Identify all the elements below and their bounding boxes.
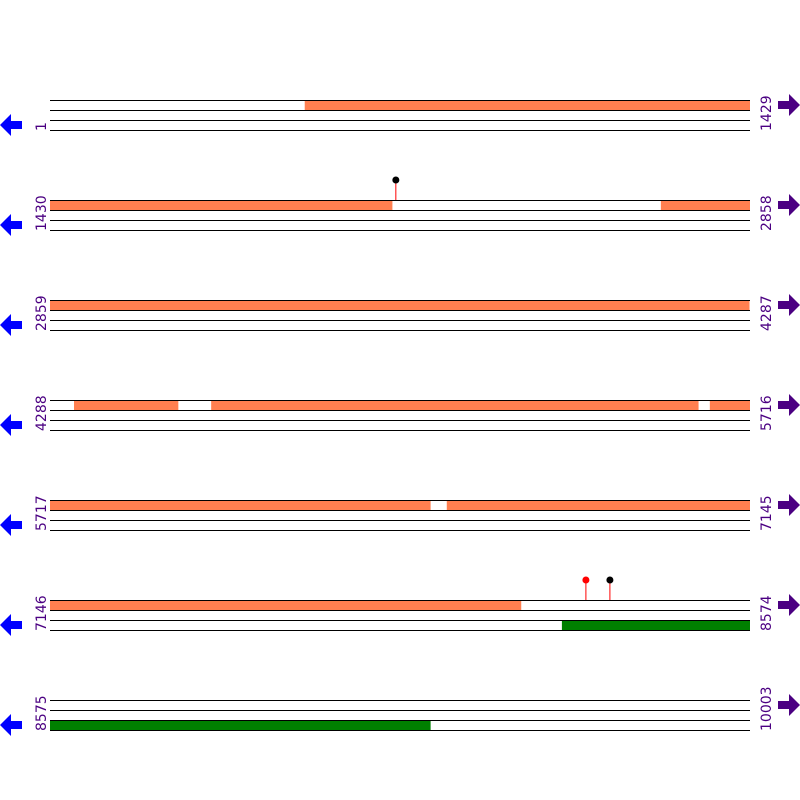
left-arrow-icon <box>0 214 22 236</box>
row-end-label: 10003 <box>759 686 775 731</box>
left-arrow-icon <box>0 614 22 636</box>
top-feature-bar <box>50 500 431 510</box>
top-feature-bar <box>50 300 750 310</box>
right-arrow-icon <box>778 494 800 516</box>
top-feature-bar <box>50 600 522 610</box>
top-feature-bar <box>211 400 699 410</box>
map-row: 7146 8574 <box>0 576 800 636</box>
marker-black-icon <box>606 576 614 584</box>
row-start-label: 2859 <box>34 295 50 331</box>
top-feature-bar <box>304 100 750 110</box>
row-start-label: 8575 <box>34 695 50 731</box>
right-arrow-icon <box>778 694 800 716</box>
row-end-label: 2858 <box>759 195 775 231</box>
map-row: 1 1429 <box>0 94 800 136</box>
top-feature-bar <box>709 400 750 410</box>
left-arrow-icon <box>0 414 22 436</box>
map-row: 4288 5716 <box>0 394 800 436</box>
map-row: 2859 4287 <box>0 294 800 336</box>
row-start-label: 4288 <box>34 395 50 431</box>
left-arrow-icon <box>0 714 22 736</box>
left-arrow-icon <box>0 514 22 536</box>
map-row: 1430 2858 <box>0 176 800 236</box>
row-end-label: 5716 <box>759 395 775 431</box>
marker-red-icon <box>582 576 590 584</box>
row-end-label: 1429 <box>759 95 775 131</box>
left-arrow-icon <box>0 114 22 136</box>
right-arrow-icon <box>778 194 800 216</box>
right-arrow-icon <box>778 394 800 416</box>
top-feature-bar <box>74 400 179 410</box>
right-arrow-icon <box>778 294 800 316</box>
top-feature-bar <box>660 200 750 210</box>
top-feature-bar <box>50 200 393 210</box>
row-end-label: 4287 <box>759 295 775 331</box>
marker-black-icon <box>392 176 400 184</box>
bottom-feature-bar <box>50 720 431 730</box>
right-arrow-icon <box>778 94 800 116</box>
left-arrow-icon <box>0 314 22 336</box>
map-row: 8575 10003 <box>0 686 800 736</box>
top-feature-bar <box>446 500 750 510</box>
row-end-label: 7145 <box>759 495 775 531</box>
map-row: 5717 7145 <box>0 494 800 536</box>
bottom-feature-bar <box>561 620 750 630</box>
row-end-label: 8574 <box>759 595 775 631</box>
row-start-label: 1430 <box>34 195 50 231</box>
row-start-label: 1 <box>34 122 50 131</box>
row-start-label: 7146 <box>34 595 50 631</box>
right-arrow-icon <box>778 594 800 616</box>
row-start-label: 5717 <box>34 495 50 531</box>
